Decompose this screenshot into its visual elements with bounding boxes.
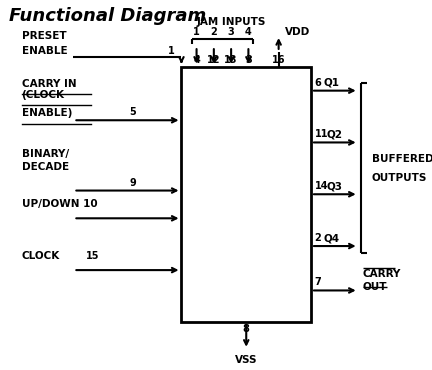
Text: 1: 1	[193, 27, 200, 37]
Text: VSS: VSS	[235, 355, 257, 365]
Text: 16: 16	[272, 55, 286, 65]
Text: CARRY: CARRY	[363, 269, 401, 279]
Text: Q4: Q4	[323, 233, 339, 243]
Text: Q2: Q2	[326, 130, 342, 139]
Text: BINARY/: BINARY/	[22, 149, 69, 159]
Text: JAM INPUTS: JAM INPUTS	[197, 17, 266, 27]
Text: 5: 5	[130, 107, 137, 117]
Text: 4: 4	[193, 55, 200, 65]
Text: 11: 11	[314, 130, 328, 139]
Text: ENABLE): ENABLE)	[22, 108, 72, 118]
Text: CARRY IN: CARRY IN	[22, 79, 76, 89]
Text: VDD: VDD	[285, 27, 310, 37]
Text: 9: 9	[130, 178, 137, 188]
Text: ENABLE: ENABLE	[22, 46, 67, 56]
Text: 1: 1	[168, 46, 175, 56]
Text: 4: 4	[245, 27, 252, 37]
Text: 13: 13	[224, 55, 238, 65]
Text: BUFFERED: BUFFERED	[372, 154, 432, 164]
Text: 3: 3	[245, 55, 252, 65]
Text: Q3: Q3	[326, 181, 342, 191]
Text: 14: 14	[314, 181, 328, 191]
Text: PRESET: PRESET	[22, 31, 66, 41]
Text: OUTPUTS: OUTPUTS	[372, 172, 427, 183]
Text: Q1: Q1	[323, 78, 339, 88]
Text: 15: 15	[86, 251, 100, 261]
Text: Functional Diagram: Functional Diagram	[9, 7, 206, 26]
Text: DECADE: DECADE	[22, 162, 69, 172]
Text: UP/DOWN 10: UP/DOWN 10	[22, 199, 97, 209]
Text: CLOCK: CLOCK	[22, 251, 60, 261]
Text: 12: 12	[207, 55, 221, 65]
Text: 2: 2	[210, 27, 217, 37]
Text: OUT: OUT	[363, 282, 388, 292]
Text: 7: 7	[314, 278, 321, 287]
Text: 8: 8	[243, 324, 250, 334]
Text: 2: 2	[314, 233, 321, 243]
Text: 6: 6	[314, 78, 321, 88]
Bar	[181, 67, 311, 322]
Text: 3: 3	[228, 27, 235, 37]
Text: (CLOCK: (CLOCK	[22, 90, 65, 100]
